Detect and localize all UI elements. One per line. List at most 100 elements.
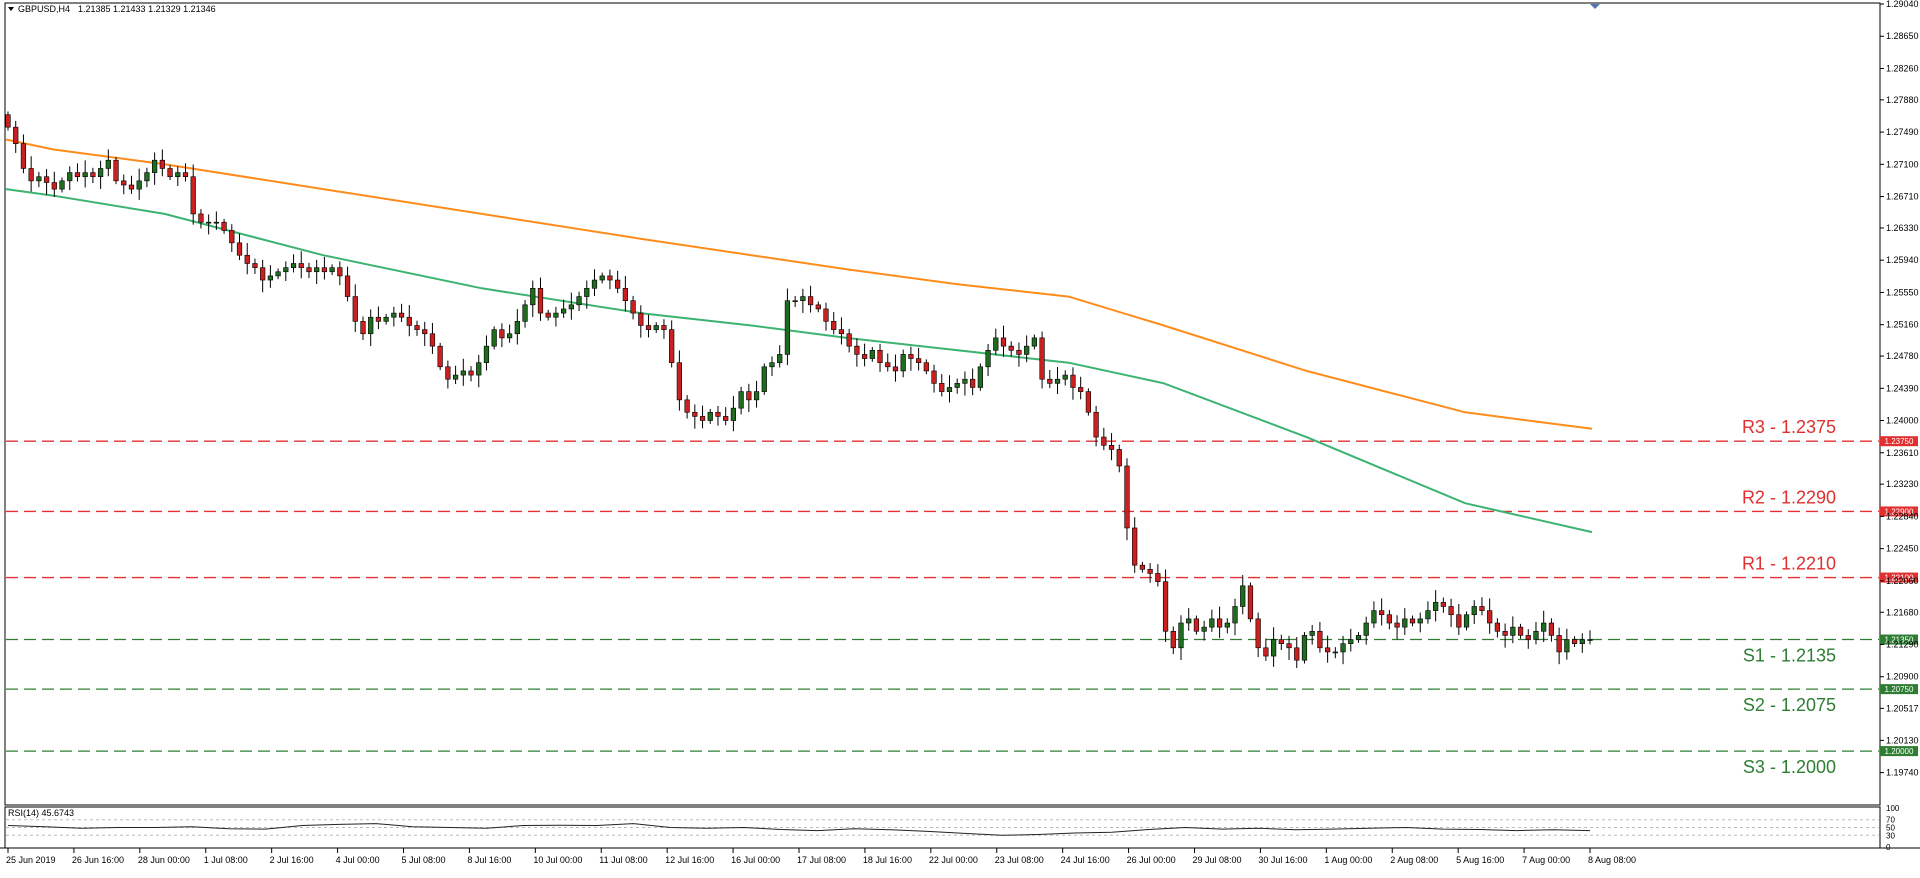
price-tick-label: 1.27490	[1886, 127, 1919, 137]
time-tick-label: 4 Jul 00:00	[336, 855, 380, 865]
time-tick-label: 30 Jul 16:00	[1258, 855, 1307, 865]
candle-bull	[1332, 651, 1338, 654]
price-tick-label: 1.21290	[1886, 639, 1919, 649]
candle-bear	[1070, 374, 1076, 388]
time-tick-label: 28 Jun 00:00	[138, 855, 190, 865]
chart-shift-marker-icon[interactable]	[1590, 4, 1600, 9]
price-axis: 1.29040 1.28650 1.28260 1.27880 1.27490 1.271…	[1880, 0, 1919, 778]
price-tick-label: 1.22060	[1886, 576, 1919, 586]
candle-bear	[252, 263, 258, 268]
candle-bull	[383, 316, 389, 322]
candle-bull	[738, 391, 744, 409]
rsi-axis-label: 30	[1886, 831, 1895, 840]
candle-bull	[584, 287, 590, 297]
candle-bull	[1425, 610, 1431, 620]
candle-bear	[1078, 387, 1084, 392]
candle-bull	[553, 312, 559, 318]
time-tick-label: 23 Jul 08:00	[995, 855, 1044, 865]
candle-bull	[576, 296, 582, 306]
time-tick-label: 22 Jul 00:00	[929, 855, 978, 865]
candle-bull	[769, 362, 775, 368]
candle-bear	[51, 182, 57, 190]
candle-bull	[59, 180, 65, 190]
candle-bear	[1132, 527, 1138, 566]
candle-bull	[1232, 606, 1238, 624]
candle-bear	[1162, 581, 1169, 632]
candle-bear	[1286, 643, 1292, 649]
candle-bear	[1008, 345, 1014, 351]
candle-bear	[1479, 606, 1485, 611]
candle-bull	[1433, 602, 1439, 611]
candle-bear	[746, 391, 752, 401]
time-tick-label: 12 Jul 16:00	[665, 855, 714, 865]
candle-bull	[1186, 618, 1192, 624]
candle-bear	[1502, 630, 1508, 636]
level-price-tag-s1	[1880, 634, 1918, 645]
candle-bear	[1101, 436, 1107, 446]
candle-bull	[1533, 630, 1539, 640]
price-tick-label: 1.24000	[1886, 416, 1919, 426]
candle-bull	[1224, 622, 1230, 628]
candle-bull	[522, 304, 528, 322]
rsi-axis-label: 0	[1886, 843, 1891, 852]
candle-bear	[13, 126, 19, 144]
moving-averages	[5, 138, 1593, 534]
candle-bear	[406, 316, 412, 326]
time-tick-label: 8 Aug 08:00	[1588, 855, 1636, 865]
candle-bull	[97, 168, 104, 178]
candle-bear	[923, 362, 929, 372]
candle-bear	[939, 383, 945, 392]
price-tick-label: 1.28260	[1886, 63, 1919, 73]
candle-bear	[831, 321, 837, 330]
candle-bull	[1579, 639, 1585, 644]
candle-bear	[1047, 378, 1053, 384]
time-axis: 25 Jun 2019 26 Jun 16:00 28 Jun 00:00 1 Jul…	[6, 848, 1636, 865]
main-plot-frame	[4, 2, 1881, 806]
time-tick-label: 16 Jul 00:00	[731, 855, 780, 865]
level-label-r3: R3 - 1.2375	[1742, 417, 1836, 437]
candle-bull	[1309, 630, 1315, 636]
price-tick-label: 1.20130	[1886, 735, 1919, 745]
candle-bear	[5, 114, 11, 128]
candle-bear	[669, 329, 675, 363]
price-tick-label: 1.26330	[1886, 223, 1919, 233]
time-tick-label: 7 Aug 00:00	[1522, 855, 1570, 865]
candle-bull	[206, 221, 212, 224]
candle-bear	[1325, 647, 1331, 653]
candle-bull	[1240, 585, 1246, 607]
candle-bear	[908, 354, 914, 359]
candle-bear	[1525, 635, 1531, 640]
candle-bear	[885, 362, 891, 368]
candle-bear	[1548, 622, 1555, 636]
candle-bear	[823, 308, 829, 322]
time-tick-label: 26 Jun 16:00	[72, 855, 124, 865]
candle-bear	[167, 168, 173, 178]
candle-bull	[1564, 639, 1570, 653]
candle-bear	[715, 411, 721, 417]
candle-bear	[321, 267, 328, 273]
candle-bull	[753, 391, 760, 401]
candle-bull	[1270, 639, 1277, 657]
level-label-s3: S3 - 1.2000	[1743, 757, 1836, 777]
candle-bear	[615, 279, 621, 289]
candle-bear	[1016, 349, 1022, 355]
candle-bull	[1062, 374, 1068, 380]
level-label-s2: S2 - 1.2075	[1743, 695, 1836, 715]
symbol-dropdown-icon[interactable]	[8, 7, 14, 11]
candle-bear	[661, 325, 667, 330]
price-tick-label: 1.24390	[1886, 383, 1919, 393]
price-tick-label: 1.25160	[1886, 320, 1919, 330]
candle-bear	[437, 345, 443, 368]
candle-bear	[1317, 630, 1323, 649]
candle-bull	[136, 180, 142, 190]
candle-bear	[1000, 337, 1007, 347]
candle-bear	[1571, 639, 1578, 644]
candle-bear	[854, 345, 860, 355]
candle-bear	[43, 176, 50, 183]
candle-bear	[74, 172, 81, 178]
candle-bull	[800, 296, 806, 301]
candle-bull	[900, 354, 906, 372]
candle-bear	[1494, 622, 1501, 632]
